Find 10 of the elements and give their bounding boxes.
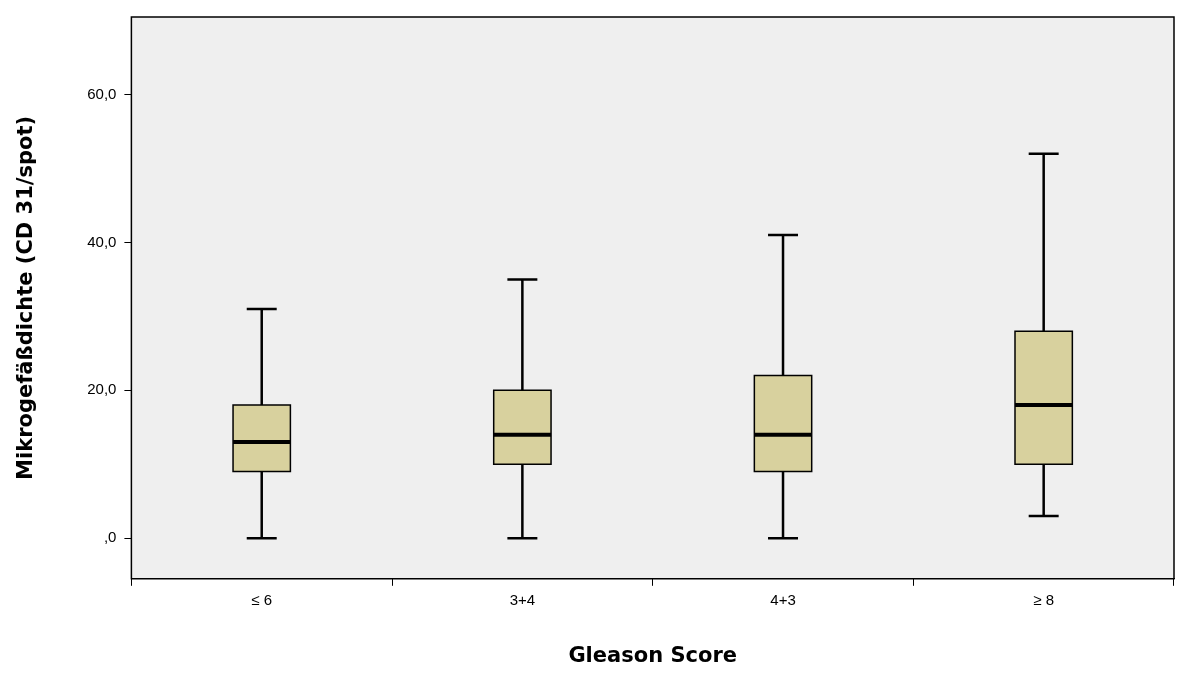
y-tick-label: 20,0 [87, 380, 117, 398]
x-axis-title: Gleason Score [568, 642, 738, 667]
y-tick-label: ,0 [103, 528, 117, 546]
x-tick-label: ≥ 8 [1033, 590, 1055, 608]
x-tick-label: ≤ 6 [251, 590, 273, 608]
x-tick-label: 3+4 [509, 590, 536, 608]
x-tick-label: 4+3 [770, 590, 796, 608]
y-axis-title: Mikrogefäßdichte (CD 31/spot) [13, 115, 38, 480]
y-tick-label: 60,0 [87, 84, 117, 102]
y-tick-label: 40,0 [87, 232, 117, 250]
